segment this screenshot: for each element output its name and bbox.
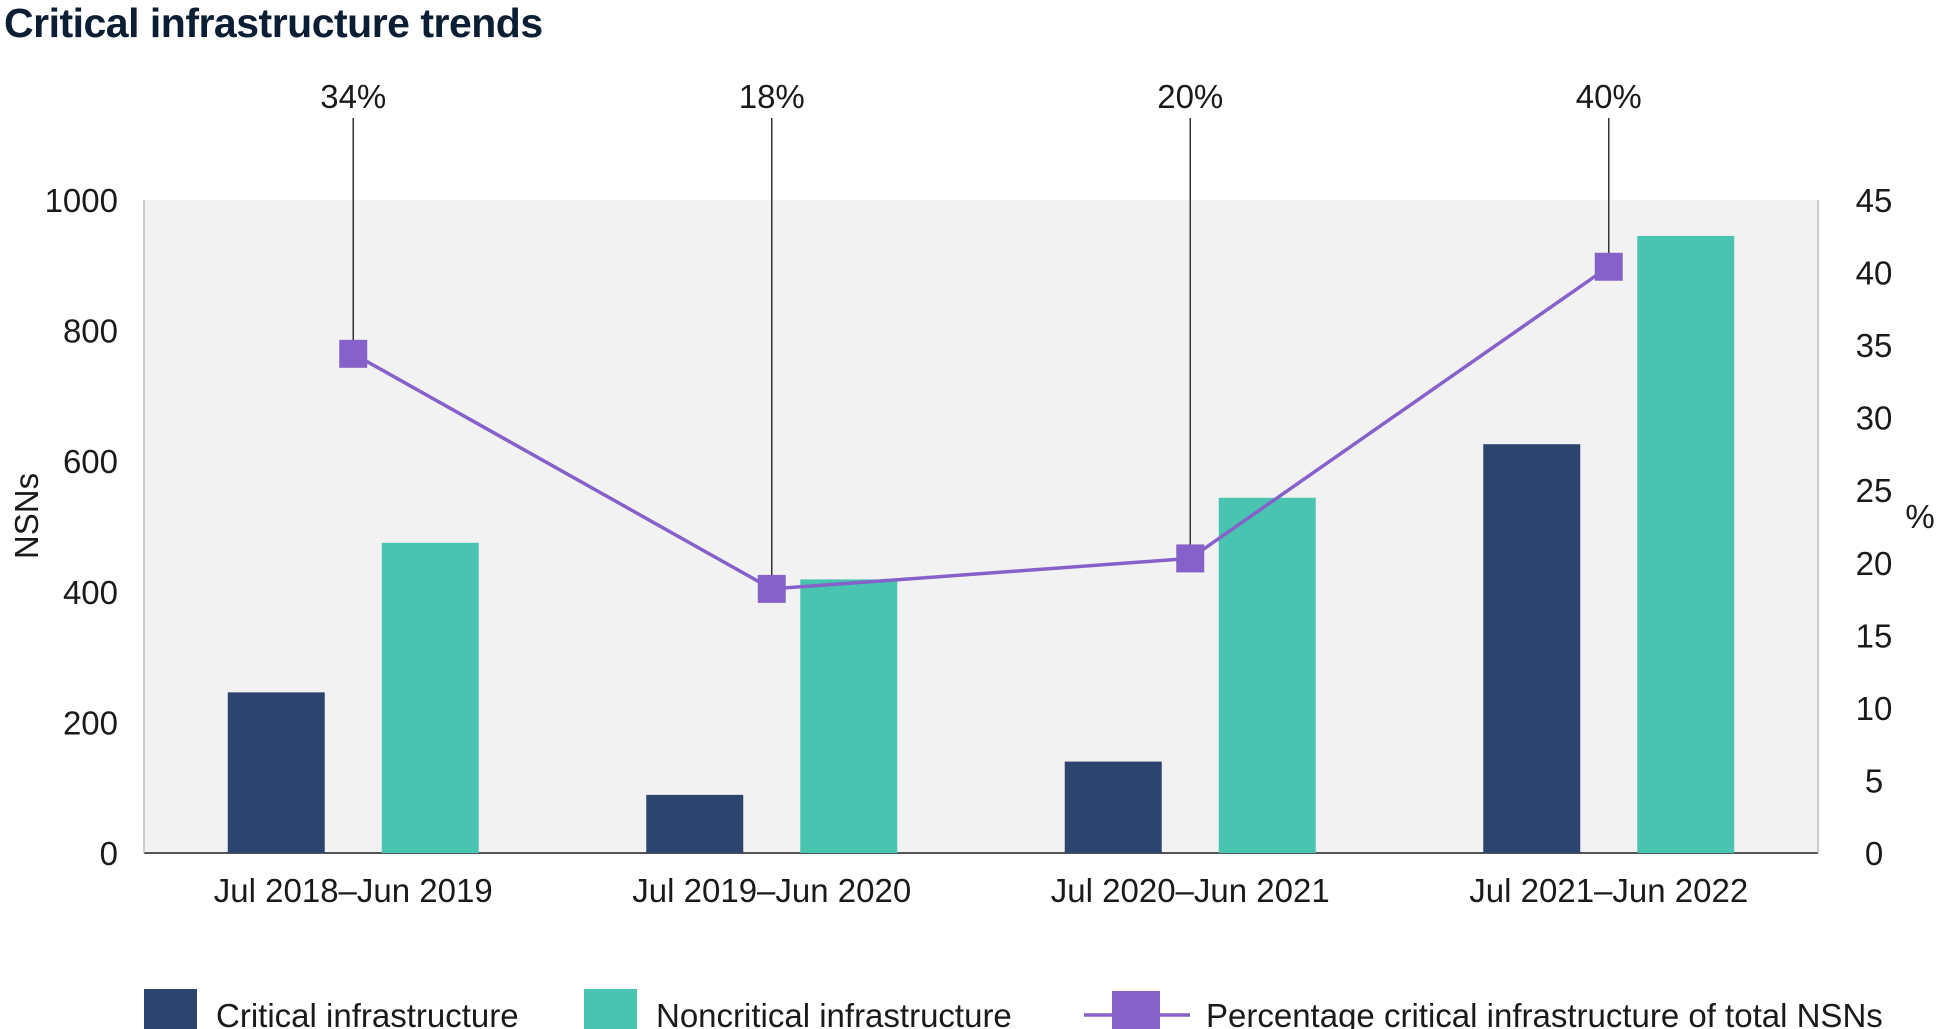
y2-tick-label-10: 10 xyxy=(1856,690,1893,727)
y-tick-label-800: 800 xyxy=(63,313,118,350)
y-tick-label-200: 200 xyxy=(63,704,118,741)
callout-label-1: 34% xyxy=(320,78,386,115)
y-tick-label-0: 0 xyxy=(100,835,118,872)
x-tick-label-2: Jul 2019–Jun 2020 xyxy=(632,872,911,909)
y2-tick-label-20: 20 xyxy=(1856,545,1893,582)
bar-noncritical-infrastructure-4 xyxy=(1637,235,1735,854)
chart-title: Critical infrastructure trends xyxy=(4,0,543,46)
legend-marker-percentage-critical-infrastructure-of-total-nsns xyxy=(1112,991,1160,1029)
line-marker-4 xyxy=(1594,252,1623,281)
y2-tick-label-35: 35 xyxy=(1856,327,1893,364)
y-tick-label-600: 600 xyxy=(63,443,118,480)
y2-tick-label-45: 45 xyxy=(1856,182,1893,219)
y-tick-label-1000: 1000 xyxy=(45,182,118,219)
legend-label-critical-infrastructure: Critical infrastructure xyxy=(216,997,519,1029)
callout-label-3: 20% xyxy=(1157,78,1223,115)
bar-critical-infrastructure-1 xyxy=(227,692,325,853)
line-percentage-critical xyxy=(352,265,1610,591)
line-marker-2 xyxy=(757,574,786,603)
bar-noncritical-infrastructure-3 xyxy=(1218,497,1316,853)
callout-label-4: 40% xyxy=(1576,78,1642,115)
legend-swatch-critical-infrastructure xyxy=(144,989,197,1029)
legend: Critical infrastructure Noncritical infra… xyxy=(144,989,1883,1029)
x-tick-label-1: Jul 2018–Jun 2019 xyxy=(214,872,493,909)
y2-tick-label-15: 15 xyxy=(1856,617,1893,654)
legend-label-noncritical-infrastructure: Noncritical infrastructure xyxy=(656,997,1012,1029)
y2-tick-label-5: 5 xyxy=(1865,762,1883,799)
y-axis-label: NSNs xyxy=(8,473,45,559)
y2-tick-label-25: 25 xyxy=(1856,472,1893,509)
legend-swatch-noncritical-infrastructure xyxy=(584,989,637,1029)
callout-label-2: 18% xyxy=(739,78,805,115)
x-tick-label-4: Jul 2021–Jun 2022 xyxy=(1469,872,1748,909)
bar-critical-infrastructure-3 xyxy=(1064,761,1162,853)
bar-critical-infrastructure-2 xyxy=(646,794,744,853)
x-tick-label-3: Jul 2020–Jun 2021 xyxy=(1051,872,1330,909)
y-tick-label-400: 400 xyxy=(63,574,118,611)
bar-noncritical-infrastructure-1 xyxy=(381,542,479,853)
legend-label-percentage-critical-infrastructure-of-total-nsns: Percentage critical infrastructure of to… xyxy=(1206,997,1883,1029)
y2-tick-label-30: 30 xyxy=(1856,400,1893,437)
y2-axis-label: % xyxy=(1905,498,1934,535)
line-marker-3 xyxy=(1176,544,1205,573)
y2-tick-label-0: 0 xyxy=(1865,835,1883,872)
bar-noncritical-infrastructure-2 xyxy=(800,579,898,853)
y2-tick-label-40: 40 xyxy=(1856,255,1893,292)
line-marker-1 xyxy=(339,339,368,368)
bar-critical-infrastructure-4 xyxy=(1483,444,1581,853)
